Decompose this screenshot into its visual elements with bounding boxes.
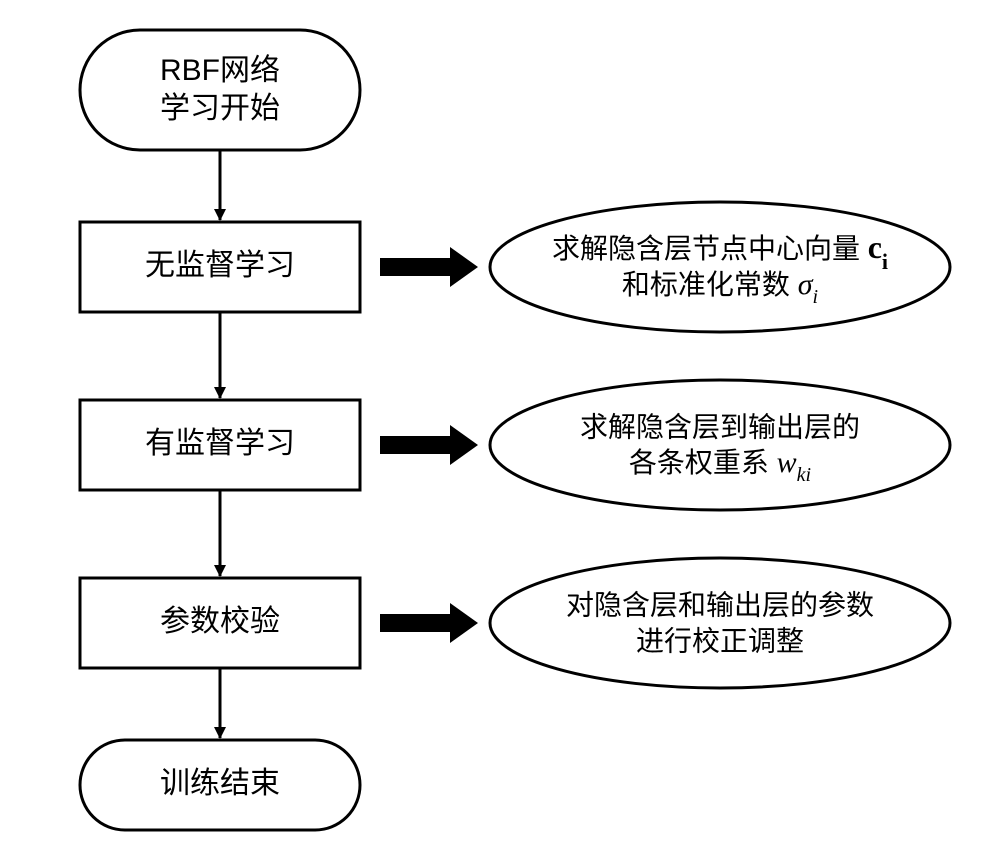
- arrow-to-side1: [380, 247, 478, 287]
- arrow-to-side2: [380, 425, 478, 465]
- side1-line2: 和标准化常数 σi: [622, 268, 818, 308]
- arrow-to-side3: [380, 603, 478, 643]
- side3-line1: 对隐含层和输出层的参数: [566, 589, 874, 620]
- check-label: 参数校验: [160, 605, 280, 638]
- end-label: 训练结束: [160, 767, 280, 800]
- supervised-label: 有监督学习: [145, 427, 295, 460]
- start-line2: 学习开始: [160, 92, 280, 125]
- side3-line2: 进行校正调整: [636, 625, 804, 656]
- unsupervised-label: 无监督学习: [145, 249, 295, 282]
- side1-line1: 求解隐含层节点中心向量 ci: [552, 229, 888, 273]
- start-line1: RBF网络: [160, 54, 280, 87]
- side2-line1: 求解隐含层到输出层的: [580, 411, 860, 442]
- side2-line2: 各条权重系 wki: [629, 446, 811, 486]
